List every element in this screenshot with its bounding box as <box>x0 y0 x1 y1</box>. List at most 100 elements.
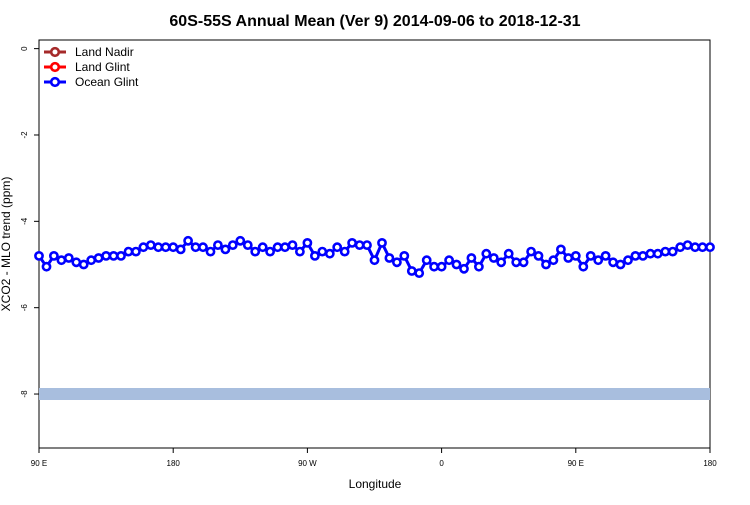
data-point <box>41 261 52 272</box>
y-tick-label: -2 <box>20 131 29 139</box>
data-point <box>436 261 447 272</box>
data-point <box>294 246 305 257</box>
x-tick-label: 90 E <box>31 459 47 468</box>
legend-label-land-glint: Land Glint <box>75 60 130 74</box>
data-point <box>280 242 290 253</box>
data-point <box>235 235 246 246</box>
chart-title: 60S-55S Annual Mean (Ver 9) 2014-09-06 t… <box>169 13 580 30</box>
data-point <box>369 255 380 266</box>
data-point <box>324 248 335 259</box>
data-point <box>257 242 268 253</box>
y-axis-label: XCO2 - MLO trend (ppm) <box>0 177 13 312</box>
data-point <box>444 255 454 266</box>
data-point <box>391 257 402 268</box>
x-tick-label: 90 W <box>298 459 317 468</box>
data-point <box>93 253 104 263</box>
data-point <box>265 246 275 257</box>
y-tick-label: 0 <box>20 46 29 51</box>
data-point <box>421 255 432 266</box>
data-point <box>518 257 529 268</box>
y-tick-label: -6 <box>20 304 29 312</box>
data-point <box>145 240 156 250</box>
data-point <box>183 235 193 246</box>
data-point <box>34 250 44 261</box>
data-point <box>481 248 492 259</box>
data-point <box>78 259 89 270</box>
data-point <box>227 240 238 250</box>
data-point <box>541 259 551 270</box>
legend-label-land-nadir: Land Nadir <box>75 45 134 59</box>
data-point <box>362 240 372 250</box>
data-point <box>556 244 566 255</box>
plot-frame <box>38 39 711 449</box>
data-point <box>638 250 648 261</box>
data-point <box>309 250 320 261</box>
y-tick-label: -4 <box>20 217 29 225</box>
data-point <box>615 259 626 270</box>
data-point <box>682 240 693 250</box>
data-point <box>347 237 357 248</box>
data-point <box>473 261 484 272</box>
data-point <box>600 250 611 261</box>
data-point <box>503 248 514 259</box>
data-point <box>198 242 208 253</box>
data-point <box>414 268 425 278</box>
data-point <box>548 255 559 266</box>
data-point <box>399 250 410 261</box>
data-point <box>220 244 231 255</box>
data-point <box>623 255 633 266</box>
data-point <box>563 253 574 263</box>
x-tick-label: 90 E <box>568 459 584 468</box>
data-point <box>705 242 715 253</box>
data-point <box>332 242 343 253</box>
data-point <box>667 246 678 257</box>
data-point <box>302 237 313 248</box>
data-point <box>526 246 536 257</box>
data-point <box>578 261 589 272</box>
x-axis: 90 E 180 90 W 0 90 E 180 <box>31 448 717 468</box>
legend-label-ocean-glint: Ocean Glint <box>75 75 139 89</box>
legend-marker-land-nadir <box>49 46 61 58</box>
x-tick-label: 180 <box>167 459 181 468</box>
data-point <box>533 250 544 261</box>
data-point <box>116 250 126 261</box>
y-axis: 0 -2 -4 -6 -8 <box>20 46 39 398</box>
data-point <box>585 250 596 261</box>
data-point <box>250 246 261 257</box>
data-point <box>63 253 74 263</box>
legend-marker-ocean-glint <box>49 76 61 88</box>
data-point <box>384 253 395 263</box>
data-point <box>496 257 507 268</box>
data-point <box>652 248 663 259</box>
data-point <box>466 253 477 263</box>
data-point <box>593 255 604 266</box>
data-point <box>175 244 186 255</box>
data-point <box>488 253 499 263</box>
data-point <box>451 259 462 270</box>
data-point <box>101 250 111 261</box>
data-point <box>429 261 439 272</box>
legend-marker-land-glint <box>49 61 61 73</box>
data-point <box>377 237 387 248</box>
data-point <box>49 250 59 261</box>
data-point <box>242 240 253 250</box>
y-tick-label: -8 <box>20 390 29 398</box>
data-point <box>317 246 328 257</box>
data-point <box>339 246 350 257</box>
data-point <box>205 246 216 257</box>
data-point <box>130 246 141 257</box>
data-point <box>630 250 641 261</box>
data-point <box>697 242 708 253</box>
data-point <box>160 242 171 253</box>
data-point <box>459 263 469 274</box>
x-tick-label: 0 <box>439 459 444 468</box>
data-point <box>570 250 581 261</box>
data-point <box>168 242 179 253</box>
data-point <box>287 240 298 250</box>
data-point <box>212 240 223 250</box>
x-axis-label: Longitude <box>349 477 402 491</box>
x-tick-label: 180 <box>703 459 717 468</box>
